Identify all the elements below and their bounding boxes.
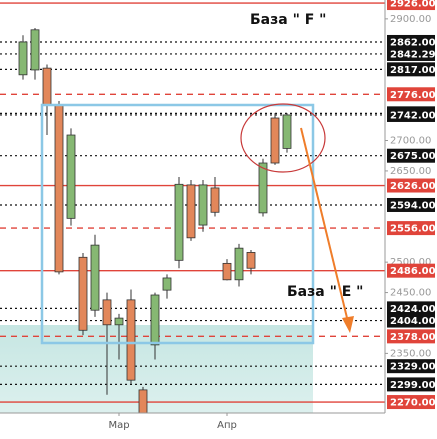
highlight-ellipse — [240, 103, 326, 173]
y-tick-label: 2350.00 — [390, 348, 431, 359]
level-label-box — [387, 313, 435, 328]
candle-body — [150, 294, 160, 346]
candle-body — [90, 244, 100, 311]
candle-body — [66, 134, 76, 219]
candle-body — [258, 162, 268, 214]
candle-body — [114, 317, 124, 326]
y-tick-label: 2700.00 — [390, 136, 431, 147]
y-tick-label: 2450.00 — [390, 288, 431, 299]
candle-body — [42, 67, 52, 106]
level-label: 2842.29 — [390, 49, 436, 60]
candle-body — [18, 41, 28, 76]
level-label: 2817.00 — [390, 65, 436, 76]
candle-body — [210, 187, 220, 213]
level-label-box — [387, 359, 435, 374]
y-tick-label: 2900.00 — [390, 14, 431, 25]
level-label-box — [387, 178, 435, 193]
candle-body — [222, 262, 232, 281]
level-label: 2404.00 — [390, 316, 436, 327]
level-label-box — [387, 395, 435, 410]
level-label: 2626.00 — [390, 181, 436, 192]
candle-body — [162, 277, 172, 291]
level-label: 2862.00 — [390, 37, 436, 48]
level-label-box — [387, 197, 435, 212]
level-label: 2742.00 — [390, 110, 436, 121]
level-label-box — [387, 107, 435, 122]
candle-body — [54, 104, 64, 273]
candle-body — [282, 114, 292, 149]
level-label: 2378.00 — [390, 332, 436, 343]
level-label-box — [387, 329, 435, 344]
candle-body — [78, 256, 88, 331]
level-label-box — [387, 221, 435, 236]
candle-body — [30, 29, 40, 71]
level-label-box — [387, 263, 435, 278]
candle-body — [270, 117, 280, 164]
range-box — [40, 103, 315, 345]
level-label: 2776.00 — [390, 90, 436, 101]
x-tick-label: Мар — [108, 420, 129, 431]
level-label-box — [387, 148, 435, 163]
annotation: База " E " — [287, 284, 363, 300]
level-label-box — [387, 87, 435, 102]
level-label: 2486.00 — [390, 266, 436, 277]
arrow-line — [300, 127, 349, 323]
level-label-box — [387, 34, 435, 49]
level-label: 2675.00 — [390, 151, 436, 162]
candle-body — [246, 252, 256, 269]
x-tick-label: Апр — [217, 420, 237, 431]
level-label: 2299.00 — [390, 380, 436, 391]
level-label: 2556.00 — [390, 224, 436, 235]
y-tick-label: 2500.00 — [390, 257, 431, 268]
candle-body — [234, 247, 244, 281]
candle-body — [126, 299, 136, 381]
level-label-box — [387, 46, 435, 61]
candle-body — [186, 184, 196, 239]
level-label-box — [387, 0, 435, 11]
y-axis: 2900.00 2700.00 2650.00 2500.00 2450.00 2350.… — [108, 0, 436, 431]
level-label: 2926.00 — [390, 0, 436, 10]
level-label-box — [387, 377, 435, 392]
level-label: 2424.00 — [390, 304, 436, 315]
y-tick-label: 2650.00 — [390, 166, 431, 177]
level-label: 2270.00 — [390, 398, 436, 409]
candle-body — [102, 299, 112, 326]
annotation: База " F " — [250, 12, 326, 28]
level-label-box — [387, 301, 435, 316]
level-label: 2329.00 — [390, 362, 436, 373]
candle-body — [198, 184, 208, 226]
candle-body — [174, 183, 184, 261]
candle-body — [138, 389, 148, 413]
level-label: 2594.00 — [390, 200, 436, 211]
level-label-box — [387, 62, 435, 77]
arrow-head — [342, 316, 354, 333]
candles — [18, 27, 292, 413]
